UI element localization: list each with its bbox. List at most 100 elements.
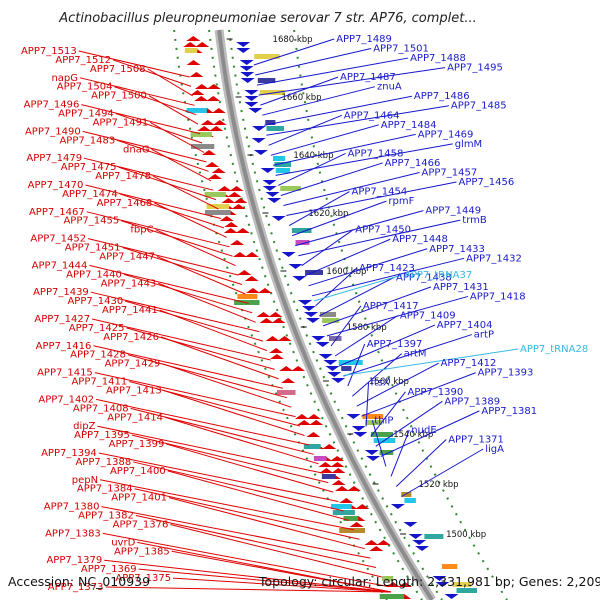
- gene-label[interactable]: APP7_1430: [67, 296, 123, 307]
- gene-label[interactable]: artP: [474, 330, 494, 341]
- gene-label[interactable]: APP7_1409: [400, 311, 456, 322]
- gene-label[interactable]: APP7_1380: [44, 502, 100, 513]
- gene-label[interactable]: APP7_1495: [447, 63, 503, 74]
- gene-label[interactable]: APP7_1379: [46, 555, 102, 566]
- gene-label[interactable]: APP7_1500: [91, 91, 147, 102]
- gene-label[interactable]: APP7_1423: [359, 263, 415, 274]
- gene-label[interactable]: APP7_1486: [414, 91, 470, 102]
- gene-label[interactable]: fbpC: [130, 225, 153, 236]
- gene-label[interactable]: APP7_1399: [109, 439, 165, 450]
- gene-label[interactable]: APP7_1501: [373, 44, 429, 55]
- gene-label[interactable]: APP7_1466: [385, 158, 441, 169]
- gene-label[interactable]: APP7_tRNA28: [520, 344, 588, 355]
- gene-label[interactable]: APP7_1429: [105, 359, 161, 370]
- gene-label[interactable]: APP7_1414: [107, 412, 163, 423]
- gene-label[interactable]: APP7_1389: [444, 396, 500, 407]
- gene-label[interactable]: APP7_tRNA37: [404, 270, 472, 281]
- gene-label[interactable]: APP7_1496: [24, 100, 80, 111]
- gene-label[interactable]: APP7_1412: [441, 358, 497, 369]
- gene-label[interactable]: APP7_1478: [95, 171, 151, 182]
- gene-label[interactable]: APP7_1400: [110, 466, 166, 477]
- gene-label[interactable]: APP7_1381: [481, 406, 537, 417]
- gene-label[interactable]: trmB: [462, 215, 487, 226]
- gene-label[interactable]: APP7_1383: [45, 528, 101, 539]
- gene-label[interactable]: APP7_1431: [433, 282, 489, 293]
- gene-label[interactable]: APP7_1385: [114, 546, 170, 557]
- gene-label[interactable]: APP7_1433: [429, 244, 485, 255]
- gene-label[interactable]: APP7_1475: [61, 162, 117, 173]
- gene-label[interactable]: APP7_1444: [32, 260, 88, 271]
- gene-label[interactable]: nudE: [411, 425, 436, 436]
- gene-label[interactable]: APP7_1447: [99, 252, 155, 263]
- gene-label[interactable]: APP7_1428: [70, 350, 126, 361]
- gene-label[interactable]: APP7_1417: [363, 301, 419, 312]
- gene-label[interactable]: APP7_1458: [348, 148, 404, 159]
- gene-label[interactable]: APP7_1382: [78, 511, 134, 522]
- gene-label[interactable]: APP7_1469: [418, 129, 474, 140]
- gene-label[interactable]: APP7_1438: [396, 272, 452, 283]
- gene-label[interactable]: APP7_1390: [408, 387, 464, 398]
- gene-label[interactable]: APP7_1464: [344, 110, 400, 121]
- gene-label[interactable]: APP7_1402: [38, 394, 94, 405]
- gene-label[interactable]: APP7_1484: [381, 120, 437, 131]
- gene-label[interactable]: APP7_1440: [66, 269, 122, 280]
- gene-label[interactable]: uvrD: [111, 537, 135, 548]
- gene-label[interactable]: APP7_1439: [33, 287, 89, 298]
- gene-label[interactable]: APP7_1376: [113, 520, 169, 531]
- gene-label[interactable]: APP7_1384: [77, 484, 133, 495]
- gene-label[interactable]: APP7_1487: [340, 72, 396, 83]
- gene-label[interactable]: APP7_1411: [71, 377, 127, 388]
- gene-label[interactable]: APP7_1375: [115, 573, 171, 584]
- gene-label[interactable]: APP7_1456: [459, 177, 515, 188]
- gene-label[interactable]: APP7_1455: [63, 216, 119, 227]
- gene-label[interactable]: APP7_1452: [30, 234, 86, 245]
- gene-label[interactable]: APP7_1404: [437, 320, 493, 331]
- gene-label[interactable]: APP7_1413: [106, 386, 162, 397]
- gene-label[interactable]: APP7_1450: [355, 225, 411, 236]
- gene-label[interactable]: APP7_1449: [425, 206, 481, 217]
- gene-label[interactable]: APP7_1508: [90, 64, 146, 75]
- gene-label[interactable]: APP7_1426: [103, 332, 159, 343]
- gene-label[interactable]: APP7_1427: [34, 314, 90, 325]
- gene-label[interactable]: APP7_1448: [392, 234, 448, 245]
- gene-label[interactable]: APP7_1408: [73, 403, 129, 414]
- gene-label[interactable]: APP7_1415: [37, 368, 93, 379]
- gene-label[interactable]: APP7_1451: [65, 243, 121, 254]
- gene-label[interactable]: znuA: [377, 82, 402, 93]
- gene-label[interactable]: APP7_1513: [21, 46, 77, 57]
- gene-label[interactable]: thiP: [374, 415, 393, 426]
- gene-label[interactable]: APP7_1457: [422, 168, 478, 179]
- gene-label[interactable]: APP7_1490: [25, 126, 81, 137]
- gene-label[interactable]: APP7_1468: [97, 198, 153, 209]
- gene-label[interactable]: APP7_1418: [470, 291, 526, 302]
- gene-label[interactable]: APP7_1369: [81, 564, 137, 575]
- gene-label[interactable]: artM: [404, 349, 427, 360]
- gene-label[interactable]: APP7_1425: [69, 323, 125, 334]
- gene-label[interactable]: APP7_1373: [48, 582, 104, 593]
- gene-label[interactable]: APP7_1388: [75, 457, 131, 468]
- gene-label[interactable]: APP7_1512: [55, 55, 111, 66]
- gene-label[interactable]: APP7_1470: [28, 180, 84, 191]
- gene-label[interactable]: APP7_1479: [26, 153, 82, 164]
- gene-label[interactable]: pepN: [72, 475, 98, 486]
- gene-label[interactable]: APP7_1393: [478, 368, 534, 379]
- gene-label[interactable]: APP7_1454: [352, 187, 408, 198]
- gene-label[interactable]: APP7_1474: [62, 189, 118, 200]
- gene-label[interactable]: APP7_1441: [102, 305, 158, 316]
- gene-label[interactable]: APP7_1494: [58, 109, 114, 120]
- gene-label[interactable]: rpmF: [388, 196, 414, 207]
- gene-label[interactable]: APP7_1397: [367, 339, 423, 350]
- gene-label[interactable]: dnaG: [123, 144, 150, 155]
- gene-label[interactable]: glmM: [455, 139, 483, 150]
- gene-label[interactable]: APP7_1467: [29, 207, 85, 218]
- gene-label[interactable]: APP7_1432: [466, 253, 522, 264]
- gene-label[interactable]: ftsX: [371, 377, 390, 388]
- gene-label[interactable]: ligA: [485, 444, 504, 455]
- gene-label[interactable]: APP7_1504: [57, 82, 113, 93]
- gene-label[interactable]: APP7_1395: [74, 430, 130, 441]
- gene-label[interactable]: APP7_1371: [448, 435, 504, 446]
- gene-label[interactable]: APP7_1443: [101, 278, 157, 289]
- gene-label[interactable]: APP7_1416: [36, 341, 92, 352]
- gene-label[interactable]: APP7_1485: [451, 101, 507, 112]
- gene-label[interactable]: APP7_1483: [59, 135, 115, 146]
